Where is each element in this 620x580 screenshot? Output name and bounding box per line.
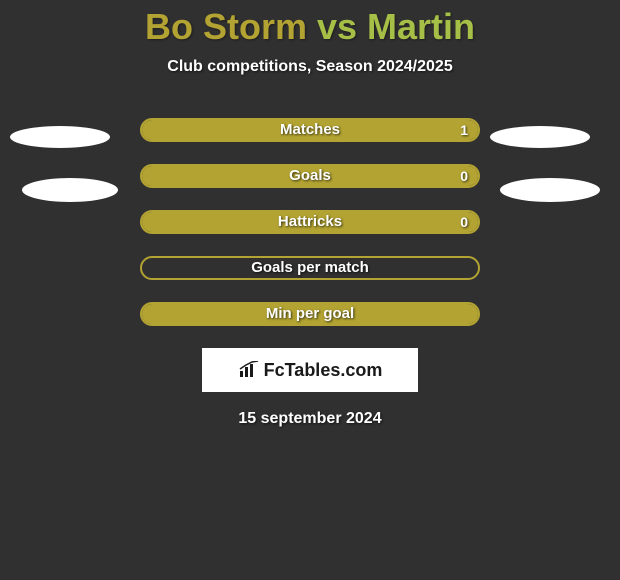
stat-label: Goals per match bbox=[140, 256, 480, 280]
stat-row: 1Matches bbox=[0, 118, 620, 144]
vs-text: vs bbox=[307, 6, 367, 47]
logo: FcTables.com bbox=[238, 360, 383, 381]
stat-label: Hattricks bbox=[140, 210, 480, 234]
stat-row: Goals per match bbox=[0, 256, 620, 282]
player2-name: Martin bbox=[367, 6, 475, 47]
logo-chart-icon bbox=[238, 361, 260, 379]
stats-container: 1Matches 0Goals 0Hattricks Goals per match M… bbox=[0, 118, 620, 328]
logo-box: FcTables.com bbox=[202, 348, 418, 392]
stat-label: Goals bbox=[140, 164, 480, 188]
page-title: Bo Storm vs Martin bbox=[0, 0, 620, 48]
stat-row: 0Hattricks bbox=[0, 210, 620, 236]
footer-date: 15 september 2024 bbox=[0, 410, 620, 428]
logo-text: FcTables.com bbox=[264, 360, 383, 381]
stat-label: Min per goal bbox=[140, 302, 480, 326]
stat-row: Min per goal bbox=[0, 302, 620, 328]
stat-label: Matches bbox=[140, 118, 480, 142]
stat-row: 0Goals bbox=[0, 164, 620, 190]
subtitle: Club competitions, Season 2024/2025 bbox=[0, 58, 620, 76]
player1-name: Bo Storm bbox=[145, 6, 307, 47]
